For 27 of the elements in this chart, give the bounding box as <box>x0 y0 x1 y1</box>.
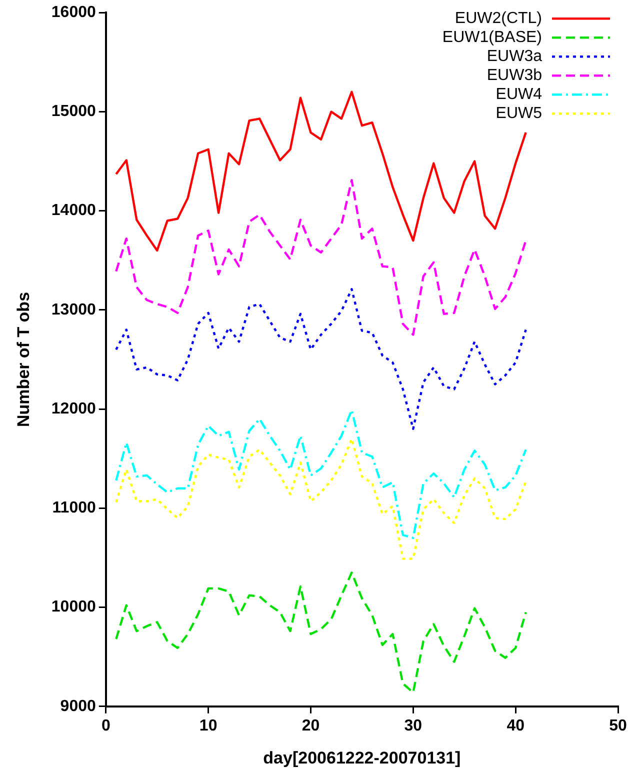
legend-label: EUW1(BASE) <box>442 29 542 46</box>
y-tick-label: 12000 <box>51 400 96 418</box>
legend-label: EUW3a <box>486 48 542 66</box>
legend-label: EUW4 <box>496 86 542 104</box>
x-tick-label: 20 <box>302 717 320 734</box>
line-series <box>115 288 527 430</box>
y-tick-label: 13000 <box>51 301 96 318</box>
y-tick-label: 10000 <box>51 598 96 616</box>
x-tick-label: 0 <box>101 717 110 734</box>
x-axis-title: day[20061222-20070131] <box>263 748 461 768</box>
legend-label: EUW3b <box>486 67 542 84</box>
y-tick-label: 9000 <box>60 698 96 715</box>
line-series <box>115 438 527 560</box>
legend-label: EUW5 <box>496 105 542 122</box>
x-tick-label: 50 <box>609 717 627 734</box>
line-series <box>115 571 527 694</box>
y-tick-label: 15000 <box>51 103 96 120</box>
x-tick-label: 40 <box>506 717 525 734</box>
y-tick-label: 11000 <box>52 500 96 517</box>
y-tick-label: 14000 <box>51 202 96 220</box>
y-tick-label: 16000 <box>51 4 96 22</box>
x-tick-label: 30 <box>404 717 422 734</box>
line-series <box>115 179 527 336</box>
line-series <box>115 408 527 540</box>
legend-label: EUW2(CTL) <box>454 10 542 28</box>
x-tick-label: 10 <box>199 717 218 734</box>
y-axis-title: Number of T obs <box>14 292 33 428</box>
